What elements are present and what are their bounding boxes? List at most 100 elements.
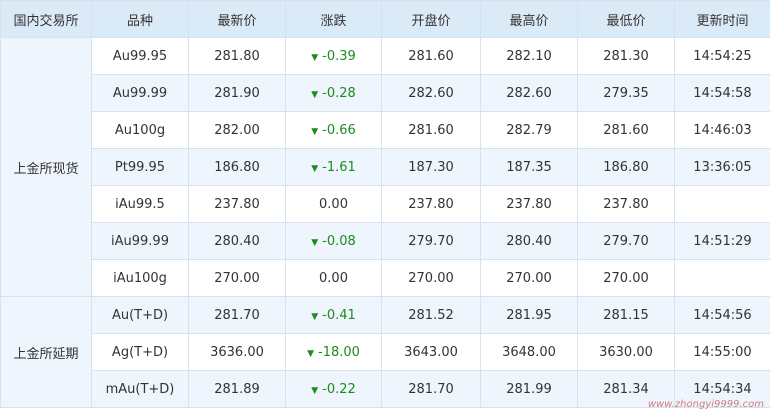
value-cell: 280.40 (480, 222, 578, 260)
value-cell: 187.35 (480, 148, 578, 186)
down-arrow: ▼ (311, 89, 319, 100)
value-cell: 14:54:34 (674, 370, 770, 408)
value-cell: 187.30 (381, 148, 481, 186)
product-cell: mAu(T+D) (91, 370, 189, 408)
value-cell: 186.80 (577, 148, 675, 186)
value-cell: 237.80 (480, 185, 578, 223)
down-arrow: ▼ (311, 237, 319, 248)
product-cell: Pt99.95 (91, 148, 189, 186)
value-cell: 14:54:56 (674, 296, 770, 334)
down-arrow: ▼ (311, 163, 319, 174)
product-cell: Au100g (91, 111, 189, 149)
header-cell: 更新时间 (674, 0, 770, 38)
value-cell: 282.79 (480, 111, 578, 149)
value-cell: 270.00 (188, 259, 286, 297)
product-cell: Au99.95 (91, 37, 189, 75)
change-cell: ▼ -0.39 (285, 37, 382, 75)
value-cell: 270.00 (480, 259, 578, 297)
value-cell: 281.95 (480, 296, 578, 334)
value-cell (674, 259, 770, 297)
value-cell: 237.80 (188, 185, 286, 223)
value-cell: 237.80 (381, 185, 481, 223)
value-cell (674, 185, 770, 223)
product-cell: Au(T+D) (91, 296, 189, 334)
value-cell: 14:51:29 (674, 222, 770, 260)
product-cell: iAu99.5 (91, 185, 189, 223)
header-cell: 品种 (91, 0, 189, 38)
group-cell: 上金所现货 (0, 37, 92, 297)
down-arrow: ▼ (311, 311, 319, 322)
value-cell: 281.52 (381, 296, 481, 334)
value-cell: 237.80 (577, 185, 675, 223)
change-cell: 0.00 (285, 259, 382, 297)
change-cell: 0.00 (285, 185, 382, 223)
down-arrow: ▼ (311, 52, 319, 63)
product-cell: Ag(T+D) (91, 333, 189, 371)
value-cell: 270.00 (381, 259, 481, 297)
value-cell: 280.40 (188, 222, 286, 260)
header-cell: 开盘价 (381, 0, 481, 38)
table-row: Au100g 282.00 ▼ -0.66 281.60 282.79 281.60 14:4… (1, 111, 770, 149)
header-cell: 最高价 (480, 0, 578, 38)
value-cell: 14:54:58 (674, 74, 770, 112)
change-value: -0.41 (322, 307, 356, 323)
change-value: -0.28 (322, 85, 356, 101)
change-value: -0.22 (322, 381, 356, 397)
product-cell: iAu99.99 (91, 222, 189, 260)
down-arrow: ▼ (311, 385, 319, 396)
value-cell: 3636.00 (188, 333, 286, 371)
value-cell: 14:55:00 (674, 333, 770, 371)
value-cell: 279.70 (381, 222, 481, 260)
table-row: mAu(T+D) 281.89 ▼ -0.22 281.70 281.99 281.34 14… (1, 370, 770, 408)
table-row: 上金所延期 Au(T+D) 281.70 ▼ -0.41 281.52 281.95 281.… (0, 296, 770, 408)
change-value: 0.00 (319, 270, 348, 286)
table-body: 上金所现货 Au99.95 281.80 ▼ -0.39 281.60 282.10 281.… (0, 37, 770, 408)
change-cell: ▼ -0.22 (285, 370, 382, 408)
value-cell: 14:46:03 (674, 111, 770, 149)
value-cell: 281.90 (188, 74, 286, 112)
change-cell: ▼ -0.41 (285, 296, 382, 334)
value-cell: 282.10 (480, 37, 578, 75)
value-cell: 281.70 (381, 370, 481, 408)
header-row: 国内交易所 品种 最新价 涨跌 开盘价 最高价 最低价 更新时间 (0, 0, 770, 38)
change-cell: ▼ -18.00 (285, 333, 382, 371)
value-cell: 3630.00 (577, 333, 675, 371)
table-row: Ag(T+D) 3636.00 ▼ -18.00 3643.00 3648.00 3630.… (1, 333, 770, 371)
change-value: -18.00 (318, 344, 360, 360)
down-arrow: ▼ (311, 126, 319, 137)
value-cell: 281.70 (188, 296, 286, 334)
change-cell: ▼ -0.66 (285, 111, 382, 149)
value-cell: 270.00 (577, 259, 675, 297)
header-cell: 国内交易所 (0, 0, 92, 38)
header-cell: 涨跌 (285, 0, 382, 38)
header-cell: 最低价 (577, 0, 675, 38)
value-cell: 14:54:25 (674, 37, 770, 75)
value-cell: 281.15 (577, 296, 675, 334)
group-cell: 上金所延期 (0, 296, 92, 408)
value-cell: 281.80 (188, 37, 286, 75)
value-cell: 281.99 (480, 370, 578, 408)
product-cell: Au99.99 (91, 74, 189, 112)
watermark: www.zhongyi9999.com (647, 399, 764, 410)
change-value: -0.08 (322, 233, 356, 249)
table-row: iAu99.99 280.40 ▼ -0.08 279.70 280.40 279.70 14… (1, 222, 770, 260)
value-cell: 279.35 (577, 74, 675, 112)
value-cell: 13:36:05 (674, 148, 770, 186)
table-row: 上金所现货 Au99.95 281.80 ▼ -0.39 281.60 282.10 281.… (0, 37, 770, 297)
value-cell: 282.60 (381, 74, 481, 112)
table-row: iAu99.5 237.80 0.00 237.80 237.80 237.80 (1, 185, 770, 223)
header-cell: 最新价 (188, 0, 286, 38)
table-row: iAu100g 270.00 0.00 270.00 270.00 270.00 (1, 259, 770, 297)
change-value: -0.66 (322, 122, 356, 138)
value-cell: 279.70 (577, 222, 675, 260)
value-cell: 281.60 (381, 111, 481, 149)
product-cell: iAu100g (91, 259, 189, 297)
value-cell: 281.60 (577, 111, 675, 149)
value-cell: 281.60 (381, 37, 481, 75)
table-row: Au99.99 281.90 ▼ -0.28 282.60 282.60 279.35 14:… (1, 74, 770, 112)
value-cell: 281.34 (577, 370, 675, 408)
change-cell: ▼ -1.61 (285, 148, 382, 186)
value-cell: 282.00 (188, 111, 286, 149)
